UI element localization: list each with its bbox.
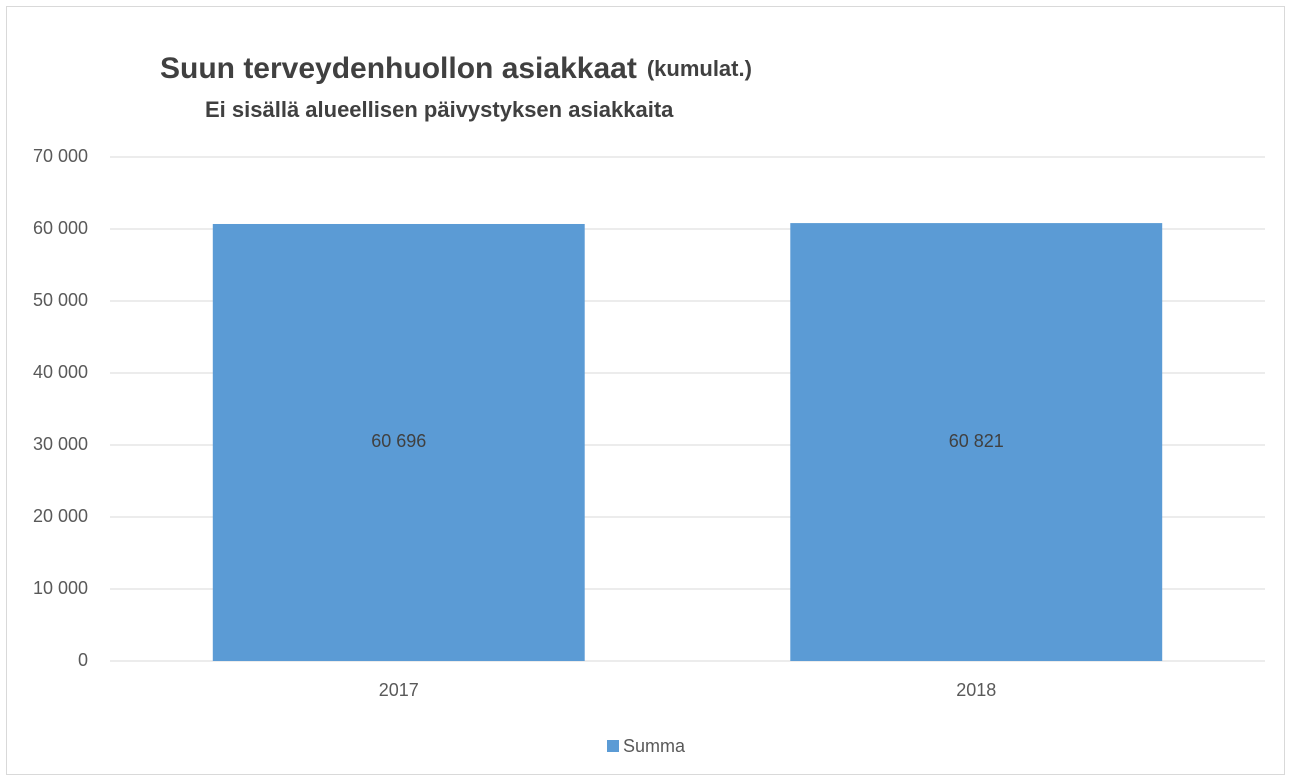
y-tick-label: 60 000	[33, 218, 88, 238]
y-tick-label: 0	[78, 650, 88, 670]
chart-subtitle: Ei sisällä alueellisen päivystyksen asia…	[205, 97, 674, 122]
y-tick-label: 40 000	[33, 362, 88, 382]
x-tick-label: 2017	[379, 680, 419, 700]
bar	[212, 223, 585, 661]
legend-label: Summa	[623, 736, 686, 756]
data-label: 60 821	[949, 431, 1004, 451]
y-tick-label: 10 000	[33, 578, 88, 598]
bar	[790, 223, 1163, 661]
legend-swatch	[607, 740, 619, 752]
y-tick-label: 50 000	[33, 290, 88, 310]
y-tick-label: 30 000	[33, 434, 88, 454]
chart-title-suffix: (kumulat.)	[647, 56, 752, 81]
chart-title: Suun terveydenhuollon asiakkaat	[160, 52, 637, 85]
data-label: 60 696	[371, 431, 426, 451]
x-tick-label: 2018	[956, 680, 996, 700]
y-tick-label: 20 000	[33, 506, 88, 526]
chart-title-group: Suun terveydenhuollon asiakkaat (kumulat.…	[160, 52, 752, 85]
y-tick-label: 70 000	[33, 146, 88, 166]
